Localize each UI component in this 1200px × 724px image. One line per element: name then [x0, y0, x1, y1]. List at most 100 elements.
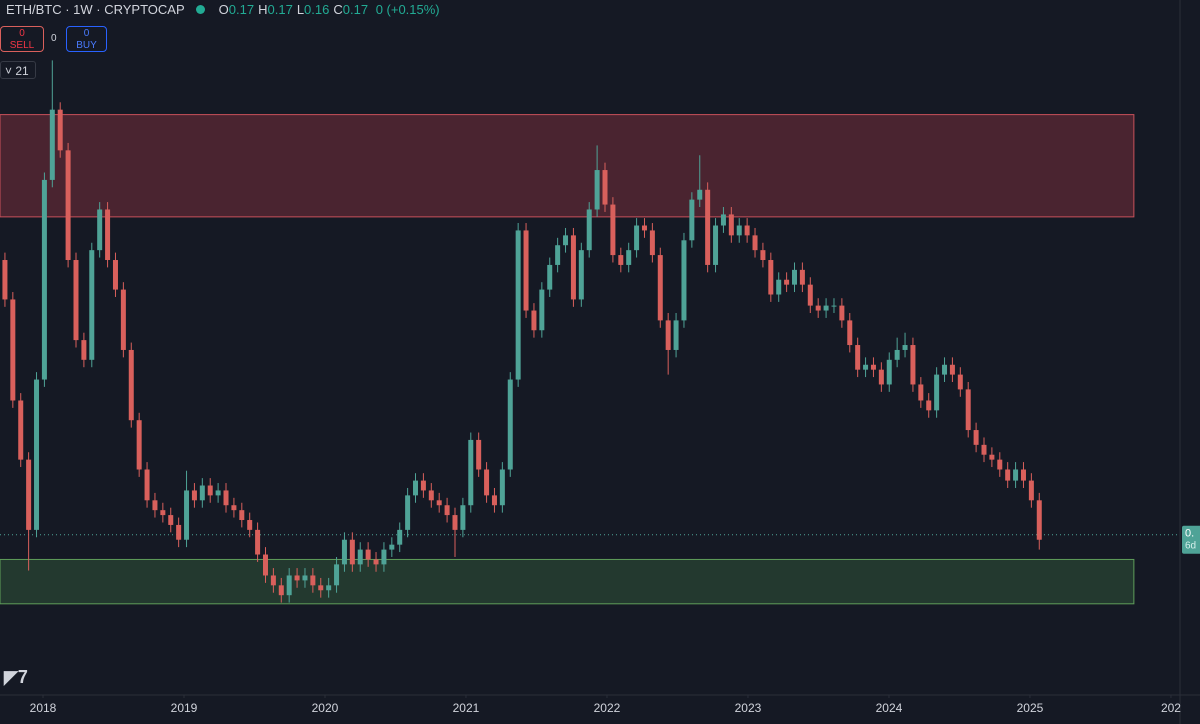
candle-body — [784, 279, 790, 285]
candle-body — [918, 384, 924, 401]
ohlc-value: 0.17 — [342, 2, 369, 17]
candle-body — [389, 544, 395, 550]
indicator-count: 21 — [15, 64, 29, 78]
candle-body — [484, 469, 490, 496]
candle-body — [41, 179, 47, 380]
candle-body — [97, 209, 103, 251]
sell-button[interactable]: 0 SELL — [0, 26, 44, 52]
candle-body — [270, 575, 276, 586]
candle-body — [160, 510, 166, 516]
zone — [0, 558, 1135, 605]
candle-body — [373, 559, 379, 565]
candle-body — [184, 490, 190, 540]
candle-body — [910, 345, 916, 385]
candle-body — [207, 485, 213, 496]
candle-body — [792, 269, 798, 285]
candle-body — [752, 235, 758, 251]
candle-body — [247, 520, 253, 530]
candle-body — [949, 364, 955, 375]
candle-body — [594, 170, 600, 210]
ohlc-item: H0.17 — [258, 2, 293, 17]
candle-body — [720, 214, 726, 226]
candle-body — [144, 469, 150, 501]
logo: ◤7 — [4, 667, 28, 687]
candle-body — [168, 515, 174, 525]
indicator-toggle[interactable]: ˅ 21 — [0, 61, 36, 79]
candle-body — [713, 225, 719, 265]
candle-body — [191, 490, 197, 501]
candle-body — [223, 490, 229, 506]
candle-body — [128, 349, 134, 421]
candle-body — [413, 480, 419, 496]
candle-body — [49, 109, 55, 180]
candle-body — [357, 549, 363, 565]
buy-label: BUY — [76, 40, 97, 51]
candle-body — [105, 209, 111, 261]
candle-body — [10, 299, 16, 401]
candle-body — [65, 150, 71, 261]
sell-qty: 0 — [19, 28, 25, 39]
candle-body — [255, 529, 261, 555]
spread: 0 — [51, 33, 57, 44]
candle-body — [444, 505, 450, 516]
candle-body — [531, 310, 537, 331]
x-tick-label: 202 — [1161, 701, 1181, 715]
ohlc-value: 0.16 — [304, 2, 330, 17]
candle-body — [878, 369, 884, 385]
candle-body — [199, 485, 205, 501]
candle-body — [705, 189, 711, 265]
x-tick-label: 2018 — [30, 701, 57, 715]
symbol[interactable]: ETH/BTC · 1W · CRYPTOCAP — [6, 2, 185, 17]
ohlc-key: L — [296, 2, 305, 17]
candle-body — [578, 250, 584, 300]
candle-body — [547, 264, 553, 290]
candle-body — [397, 529, 403, 545]
candle-body — [499, 469, 505, 506]
candle-body — [768, 260, 774, 295]
candle-body — [112, 260, 118, 290]
ohlc-item: L0.16 — [297, 2, 330, 17]
x-tick-label: 2020 — [312, 701, 339, 715]
candle-body — [973, 430, 979, 445]
candle-body — [744, 225, 750, 236]
candle-body — [452, 515, 458, 530]
candle-body — [460, 505, 466, 530]
candle-body — [736, 225, 742, 236]
candle-body — [26, 459, 32, 530]
candle-body — [436, 500, 442, 506]
candle-body — [286, 575, 292, 596]
candle-body — [570, 235, 576, 300]
candle-body — [239, 510, 245, 521]
candle-body — [815, 305, 821, 311]
candle-body — [539, 289, 545, 331]
ohlc-key: H — [258, 2, 268, 17]
buy-button[interactable]: 0 BUY — [66, 26, 107, 52]
candle-body — [649, 230, 655, 256]
candle-body — [673, 320, 679, 350]
candle-body — [902, 345, 908, 350]
candle-body — [81, 340, 87, 360]
candle-body — [807, 284, 813, 306]
candle-body — [262, 554, 268, 576]
candle-body — [634, 225, 640, 251]
candle-body — [176, 524, 182, 540]
candle-body — [934, 374, 940, 411]
candle-body — [1036, 500, 1042, 540]
buy-qty: 0 — [83, 28, 90, 39]
ohlc-value: 0.17 — [228, 2, 255, 17]
candle-body — [957, 374, 963, 390]
candle-body — [942, 364, 948, 375]
candle-body — [334, 564, 340, 586]
x-tick-label: 2019 — [171, 701, 198, 715]
candle-body — [405, 495, 411, 530]
candle-body — [847, 320, 853, 346]
candle-body — [515, 230, 521, 380]
symbol-header: ETH/BTC · 1W · CRYPTOCAP O0.17 H0.17 L0.16… — [6, 2, 440, 17]
candle-body — [215, 490, 221, 496]
candle-body — [997, 459, 1003, 470]
candle-body — [428, 490, 434, 501]
candle-body — [341, 539, 347, 565]
candle-body — [326, 585, 332, 591]
